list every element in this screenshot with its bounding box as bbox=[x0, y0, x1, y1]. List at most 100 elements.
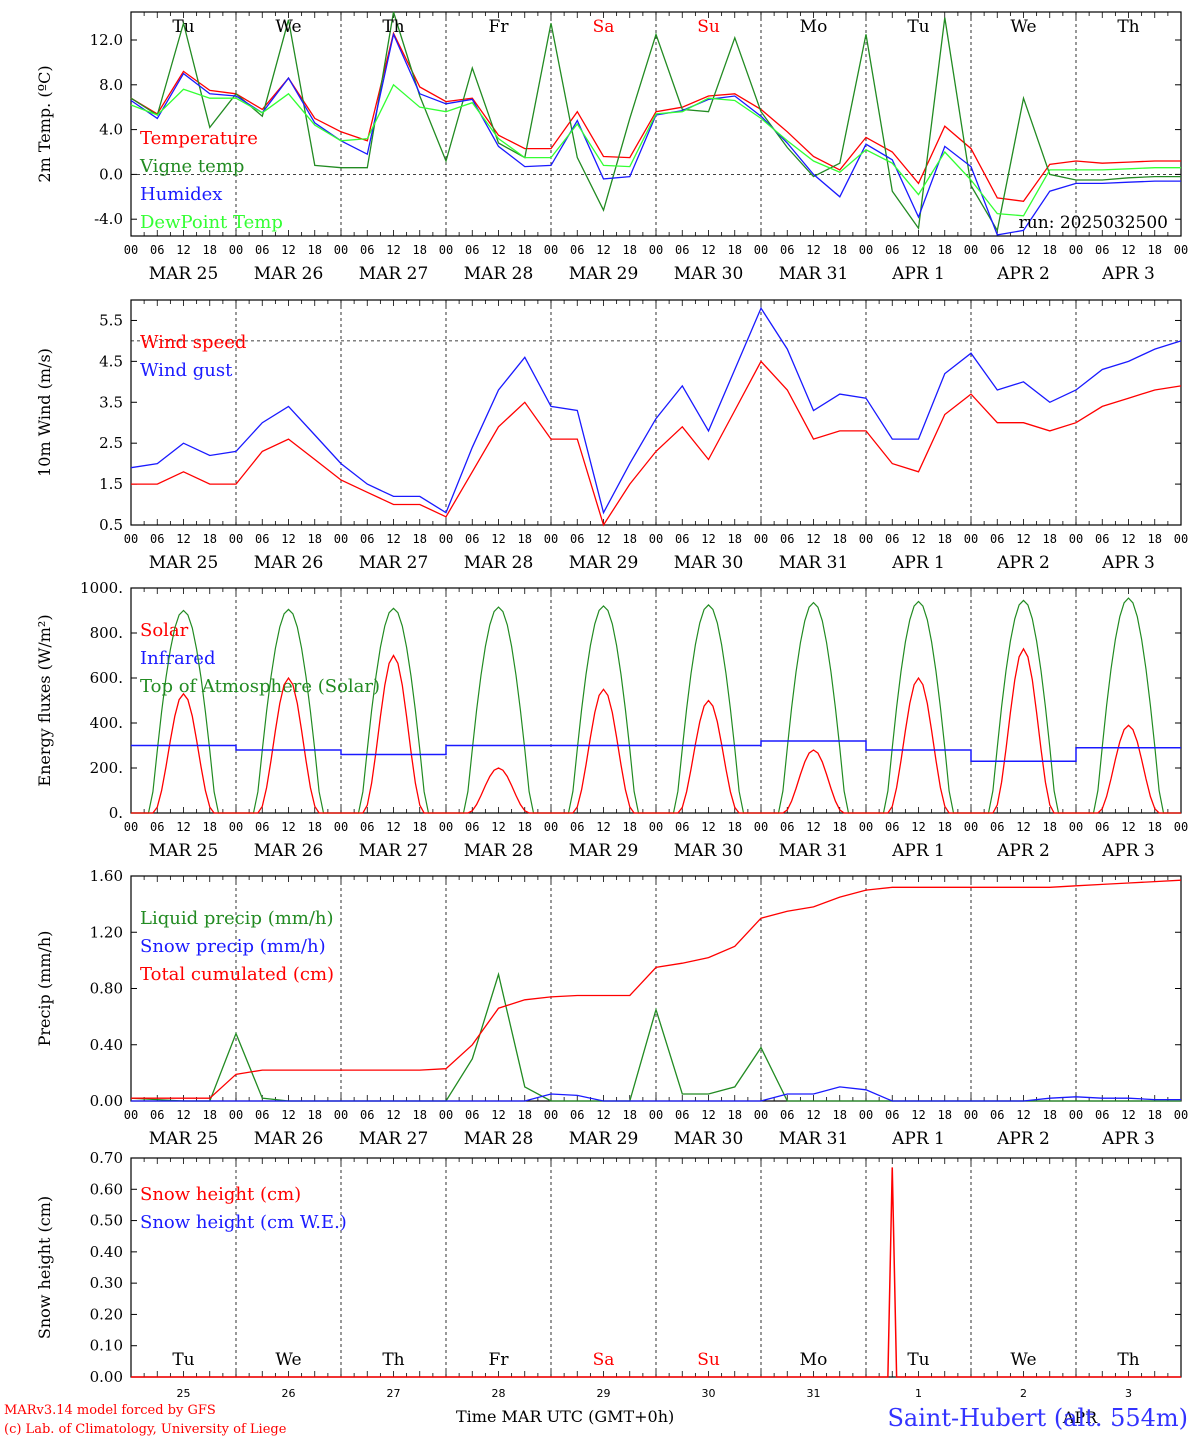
hour-tick-label: 12 bbox=[806, 1108, 820, 1122]
hour-tick-label: 06 bbox=[780, 1108, 794, 1122]
hour-tick-label: 06 bbox=[150, 532, 164, 546]
y-tick-label: 4.0 bbox=[99, 121, 123, 139]
hour-tick-label: 12 bbox=[701, 1108, 715, 1122]
y-tick-label: 600. bbox=[90, 669, 123, 687]
date-label: MAR 30 bbox=[674, 264, 744, 284]
hour-tick-label: 00 bbox=[1174, 1108, 1188, 1122]
hour-tick-label: 12 bbox=[386, 820, 400, 834]
weekday-label-bottom: Su bbox=[697, 1350, 720, 1370]
y-axis-label: 2m Temp. (ºC) bbox=[35, 65, 54, 182]
date-label: MAR 26 bbox=[254, 553, 324, 573]
hour-tick-label: 00 bbox=[1174, 243, 1188, 257]
hour-tick-label: 18 bbox=[833, 1108, 847, 1122]
hour-tick-label: 06 bbox=[465, 820, 479, 834]
hour-tick-label: 18 bbox=[833, 532, 847, 546]
hour-tick-label: 00 bbox=[754, 243, 768, 257]
hour-tick-label: 12 bbox=[281, 820, 295, 834]
date-label: MAR 28 bbox=[464, 841, 534, 861]
hour-tick-label: 06 bbox=[780, 820, 794, 834]
hour-tick-label: 00 bbox=[964, 243, 978, 257]
y-axis-label: Energy fluxes (W/m²) bbox=[35, 614, 54, 786]
hour-tick-label: 06 bbox=[780, 243, 794, 257]
hour-tick-label: 12 bbox=[1121, 820, 1135, 834]
date-label: APR 2 bbox=[996, 264, 1050, 284]
date-label: MAR 27 bbox=[359, 553, 429, 573]
date-label: MAR 29 bbox=[569, 1129, 639, 1149]
date-label: MAR 27 bbox=[359, 1129, 429, 1149]
run-label: run: 2025032500 bbox=[1019, 213, 1168, 233]
hour-tick-label: 00 bbox=[334, 243, 348, 257]
date-label: MAR 30 bbox=[674, 841, 744, 861]
y-tick-label: 400. bbox=[90, 714, 123, 732]
date-label: MAR 29 bbox=[569, 264, 639, 284]
hour-tick-label: 18 bbox=[1043, 532, 1057, 546]
hour-tick-label: 06 bbox=[675, 1108, 689, 1122]
date-label: APR 1 bbox=[891, 264, 945, 284]
date-label: APR 2 bbox=[996, 553, 1050, 573]
legend-entry: Snow precip (mm/h) bbox=[140, 936, 326, 957]
hour-tick-label: 06 bbox=[885, 532, 899, 546]
y-tick-label: 0.10 bbox=[90, 1337, 123, 1355]
weekday-label-bottom: Sa bbox=[593, 1350, 615, 1370]
weekday-label: We bbox=[1010, 17, 1036, 37]
y-tick-label: 0.00 bbox=[90, 1092, 123, 1110]
panel-frame-3 bbox=[130, 587, 1182, 814]
hour-tick-label: 18 bbox=[203, 1108, 217, 1122]
hour-tick-label: 00 bbox=[334, 1108, 348, 1122]
weekday-label-bottom: Tu bbox=[907, 1350, 929, 1370]
date-label: APR 1 bbox=[891, 841, 945, 861]
hour-tick-label: 18 bbox=[413, 243, 427, 257]
hour-tick-label: 06 bbox=[570, 820, 584, 834]
hour-tick-label: 18 bbox=[623, 532, 637, 546]
hour-tick-label: 18 bbox=[308, 243, 322, 257]
y-tick-label: 800. bbox=[90, 624, 123, 642]
hour-tick-label: 00 bbox=[439, 820, 453, 834]
hour-tick-label: 18 bbox=[1148, 820, 1162, 834]
y-tick-label: 8.0 bbox=[99, 76, 123, 94]
hour-tick-label: 06 bbox=[360, 820, 374, 834]
hour-tick-label: 00 bbox=[754, 532, 768, 546]
day-number-label: 29 bbox=[597, 1387, 611, 1400]
legend-entry: Vigne temp bbox=[139, 156, 244, 177]
date-label: MAR 25 bbox=[149, 264, 219, 284]
y-tick-label: 0.40 bbox=[90, 1243, 123, 1261]
y-tick-label: 0.30 bbox=[90, 1274, 123, 1292]
hour-tick-label: 06 bbox=[255, 243, 269, 257]
panel-frame-2 bbox=[130, 299, 1182, 526]
hour-tick-label: 12 bbox=[701, 243, 715, 257]
hour-tick-label: 12 bbox=[806, 243, 820, 257]
date-label: MAR 29 bbox=[569, 553, 639, 573]
hour-tick-label: 06 bbox=[465, 1108, 479, 1122]
weekday-label: Tu bbox=[907, 17, 929, 37]
hour-tick-label: 12 bbox=[911, 820, 925, 834]
date-label: APR 3 bbox=[1101, 1129, 1155, 1149]
weekday-label-bottom: Th bbox=[382, 1350, 404, 1370]
weekday-label-bottom: Th bbox=[1117, 1350, 1139, 1370]
weekday-label-bottom: We bbox=[1010, 1350, 1036, 1370]
hour-tick-label: 00 bbox=[649, 820, 663, 834]
hour-tick-label: 00 bbox=[439, 1108, 453, 1122]
hour-tick-label: 00 bbox=[859, 820, 873, 834]
legend-entry: Wind speed bbox=[140, 332, 246, 353]
hour-tick-label: 06 bbox=[150, 243, 164, 257]
legend-entry: Wind gust bbox=[140, 360, 233, 381]
hour-tick-label: 12 bbox=[281, 243, 295, 257]
date-label: MAR 28 bbox=[464, 1129, 534, 1149]
date-label: MAR 25 bbox=[149, 1129, 219, 1149]
hour-tick-label: 12 bbox=[911, 1108, 925, 1122]
hour-tick-label: 06 bbox=[570, 532, 584, 546]
hour-tick-label: 06 bbox=[570, 243, 584, 257]
weekday-label: Fr bbox=[489, 17, 510, 37]
day-number-label: 3 bbox=[1125, 1387, 1132, 1400]
hour-tick-label: 18 bbox=[518, 820, 532, 834]
y-tick-label: 0.40 bbox=[90, 1036, 123, 1054]
legend-entry: Infrared bbox=[140, 648, 215, 669]
weekday-label-bottom: Tu bbox=[172, 1350, 194, 1370]
hour-tick-label: 06 bbox=[360, 532, 374, 546]
y-tick-label: 1.5 bbox=[99, 475, 123, 493]
hour-tick-label: 12 bbox=[911, 243, 925, 257]
hour-tick-label: 12 bbox=[701, 820, 715, 834]
hour-tick-label: 12 bbox=[596, 1108, 610, 1122]
date-label: APR 1 bbox=[891, 553, 945, 573]
